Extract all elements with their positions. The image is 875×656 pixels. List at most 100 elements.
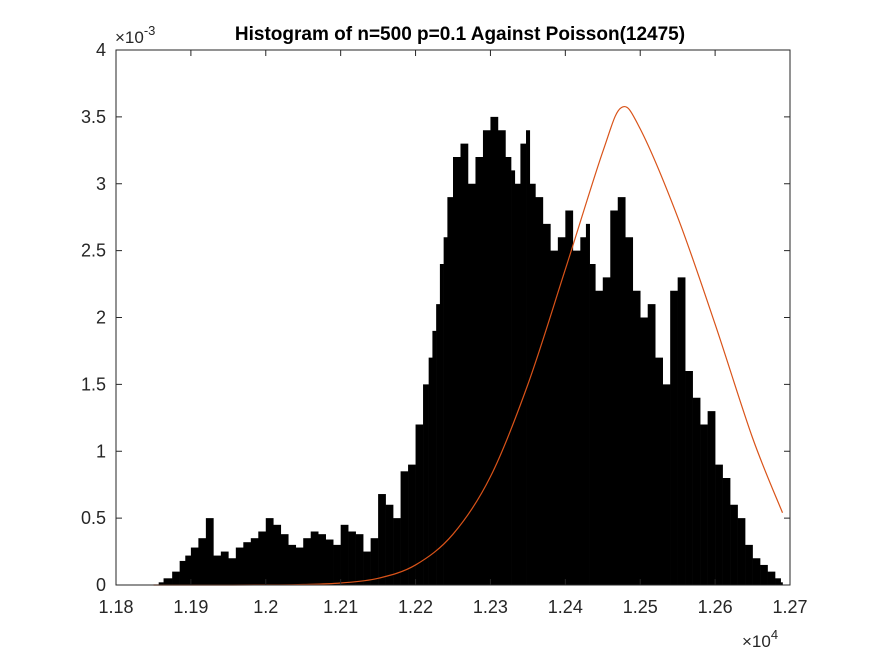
histogram-bar <box>273 524 282 585</box>
histogram-bar <box>163 578 173 585</box>
x-scale-exp: 4 <box>771 627 778 642</box>
histogram-bar <box>610 210 619 585</box>
histogram-bar <box>436 304 441 585</box>
y-tick-label: 3.5 <box>81 107 106 127</box>
y-scale-factor: ×10-3 <box>115 23 155 47</box>
x-tick-label: 1.26 <box>698 597 733 617</box>
histogram-bar <box>722 478 731 585</box>
y-axis: 0 0.5 1 1.5 2 2.5 3 3.5 4 <box>81 40 790 595</box>
histogram-bar <box>700 424 708 585</box>
plot-area: 1.18 1.19 1.2 1.21 1.22 1.23 1.24 1.25 1.26 1.27 … <box>81 40 808 617</box>
histogram-bar <box>333 544 341 585</box>
histogram-bar <box>670 290 678 585</box>
histogram-bar <box>190 547 199 585</box>
histogram-bar <box>572 250 581 585</box>
histogram-bar <box>295 547 304 585</box>
histogram-bar <box>423 384 429 585</box>
histogram-bar <box>632 290 641 585</box>
histogram-bar <box>482 130 491 585</box>
histogram-bar <box>340 524 349 585</box>
histogram-bar <box>640 317 649 585</box>
histogram-bar <box>220 551 229 585</box>
histogram-bar <box>288 544 297 585</box>
histogram-bar <box>514 183 521 585</box>
histogram-bar <box>715 464 723 585</box>
histogram-bar <box>172 571 180 585</box>
histogram-bar <box>557 237 566 585</box>
y-tick-label: 1 <box>96 441 106 461</box>
histogram-bar <box>378 494 386 585</box>
x-tick-label: 1.2 <box>253 597 278 617</box>
y-tick-label: 0.5 <box>81 508 106 528</box>
histogram-bar <box>535 197 544 585</box>
histogram-bar <box>505 157 512 585</box>
x-tick-label: 1.21 <box>323 597 358 617</box>
histogram-bar <box>213 555 222 585</box>
y-tick-label: 0 <box>96 575 106 595</box>
x-scale-label: ×10 <box>742 632 771 651</box>
histogram-bar <box>447 197 454 585</box>
histogram-bar <box>780 582 783 585</box>
histogram-bar <box>228 558 237 585</box>
histogram-bar <box>490 116 499 585</box>
histogram-bar <box>198 538 207 585</box>
histogram-bar <box>265 518 274 585</box>
histogram-bar <box>617 197 626 585</box>
y-scale-label: ×10 <box>115 28 144 47</box>
y-tick-label: 2.5 <box>81 241 106 261</box>
histogram-bar <box>408 464 416 585</box>
histogram-bar <box>707 411 716 585</box>
histogram-bar <box>355 534 364 585</box>
histogram-bar <box>235 547 244 585</box>
histogram-bar <box>647 304 656 585</box>
histogram-bar <box>692 397 701 585</box>
histogram-bar <box>318 534 326 585</box>
histogram-bar <box>393 518 401 585</box>
histogram-bar <box>550 250 559 585</box>
histogram-bar <box>158 582 164 585</box>
histogram-bar <box>370 538 379 585</box>
histogram-bar <box>565 210 574 585</box>
histogram-bar <box>745 544 753 585</box>
histogram-bar <box>655 357 663 585</box>
histogram-bar <box>677 277 686 585</box>
histogram-bar <box>453 157 461 585</box>
histogram-bar <box>585 223 590 585</box>
histogram-bar <box>258 531 267 585</box>
histogram-bar <box>439 264 444 585</box>
histogram-bar <box>580 237 587 585</box>
histogram-bar <box>775 578 781 585</box>
x-tick-label: 1.23 <box>473 597 508 617</box>
histogram-bar <box>467 183 476 585</box>
histogram-bar <box>310 531 319 585</box>
histogram-bar <box>460 143 469 585</box>
histogram-bar <box>511 170 516 585</box>
histogram-bar <box>625 237 634 585</box>
histogram-bar <box>760 564 768 585</box>
histogram-bar <box>526 130 531 585</box>
histogram-bar <box>400 471 409 585</box>
histogram-bar <box>243 542 252 585</box>
chart-title: Histogram of n=500 p=0.1 Against Poisson… <box>235 24 685 45</box>
histogram-bar <box>385 504 394 585</box>
histogram-bar <box>325 539 334 585</box>
histogram-bar <box>432 330 437 585</box>
histogram-bar <box>752 558 761 585</box>
histogram-bar <box>602 277 611 585</box>
histogram-bar <box>529 183 536 585</box>
y-tick-label: 4 <box>96 40 106 60</box>
histogram-bar <box>250 538 259 585</box>
x-tick-label: 1.25 <box>623 597 658 617</box>
histogram-bar <box>767 571 776 585</box>
x-axis: 1.18 1.19 1.2 1.21 1.22 1.23 1.24 1.25 1.26 1.27 <box>98 50 808 617</box>
y-tick-label: 3 <box>96 174 106 194</box>
x-scale-factor: ×104 <box>742 627 778 651</box>
x-tick-label: 1.19 <box>173 597 208 617</box>
histogram-bar <box>179 560 186 585</box>
y-scale-exp: -3 <box>144 23 156 38</box>
histogram-bar <box>185 555 192 585</box>
x-tick-label: 1.18 <box>98 597 133 617</box>
x-tick-label: 1.22 <box>398 597 433 617</box>
histogram-bar <box>737 518 746 585</box>
